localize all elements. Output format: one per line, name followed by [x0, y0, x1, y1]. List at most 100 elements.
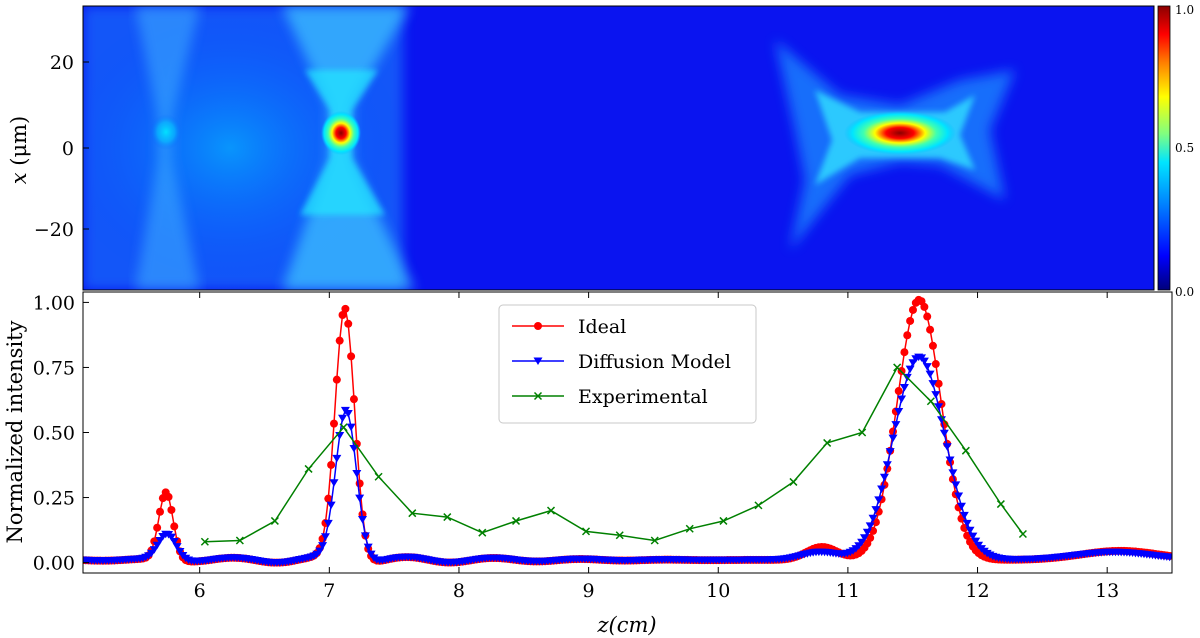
- heatmap-y-ticks: 20 0 −20: [34, 52, 89, 241]
- data-point: [166, 533, 176, 542]
- data-point: [175, 547, 185, 556]
- data-point: [971, 537, 981, 546]
- data-point: [882, 461, 892, 469]
- data-point: [344, 319, 353, 328]
- data-point: [408, 509, 417, 518]
- data-point: [200, 537, 209, 546]
- legend: Ideal Diffusion Model Experimental: [498, 304, 757, 424]
- legend-marker-ideal: [534, 322, 542, 330]
- data-point: [341, 304, 350, 313]
- data-point: [922, 363, 932, 371]
- legend-marker-diffusion: [533, 357, 543, 365]
- data-point: [871, 506, 881, 514]
- data-point: [874, 496, 884, 504]
- data-point: [968, 532, 978, 541]
- data-point: [167, 505, 176, 514]
- data-point: [339, 423, 348, 432]
- data-point: [156, 507, 165, 516]
- data-point: [905, 365, 915, 374]
- data-point: [925, 370, 935, 379]
- colorbar-gradient: [1157, 5, 1171, 291]
- legend-box: [498, 304, 757, 424]
- data-point: [939, 429, 949, 438]
- data-point: [960, 523, 969, 532]
- data-point: [338, 414, 348, 423]
- x-tick-label: 11: [836, 580, 860, 602]
- y-tick-label: 0.00: [33, 553, 75, 575]
- data-point: [324, 494, 333, 503]
- data-point: [859, 534, 869, 542]
- line-series-group: [83, 295, 1172, 567]
- colorbar-tick-label: 0.0: [1175, 285, 1194, 299]
- line-y-ticks: 0.00 0.25 0.50 0.75 1.00: [33, 292, 89, 575]
- data-point: [172, 543, 182, 551]
- data-point: [893, 363, 902, 372]
- data-point: [888, 434, 898, 443]
- data-point: [685, 524, 694, 533]
- data-point: [1018, 529, 1027, 539]
- data-point: [349, 445, 359, 453]
- data-point: [581, 527, 591, 536]
- data-point: [343, 410, 353, 418]
- data-point: [996, 500, 1005, 509]
- data-point: [954, 492, 964, 501]
- data-point: [335, 336, 344, 345]
- data-point: [919, 357, 929, 366]
- data-point: [928, 380, 938, 388]
- data-point: [304, 464, 313, 473]
- x-tick-label: 6: [194, 580, 206, 602]
- data-point: [948, 469, 958, 477]
- data-point: [169, 537, 179, 546]
- data-point: [346, 423, 356, 432]
- data-point: [754, 501, 763, 510]
- line-xlabel: z(cm): [596, 613, 656, 637]
- data-point: [358, 515, 368, 524]
- data-point: [959, 511, 969, 520]
- data-point: [920, 302, 929, 311]
- heatmap-ytick-label: 20: [50, 52, 74, 74]
- data-point: [894, 387, 903, 396]
- data-point: [326, 501, 336, 510]
- data-point: [363, 543, 373, 552]
- data-point: [323, 519, 333, 528]
- data-point: [889, 427, 898, 436]
- data-point: [931, 360, 940, 369]
- heatmap-ylabel: x (μm): [7, 116, 31, 184]
- data-point: [885, 448, 895, 456]
- data-point: [546, 506, 556, 515]
- data-point: [899, 383, 909, 392]
- legend-entry-diffusion: Diffusion Model: [512, 351, 731, 373]
- data-point: [934, 379, 943, 388]
- data-point: [152, 541, 162, 550]
- data-point: [931, 391, 941, 399]
- data-point: [908, 305, 917, 314]
- data-point: [366, 550, 376, 559]
- line-panel: 6 7 8 9 10 11 12 13 0.000.250.500.751.00 z(cm) …: [3, 291, 1173, 637]
- data-point: [879, 473, 889, 482]
- x-tick-label: 13: [1095, 580, 1119, 602]
- data-point: [347, 352, 356, 361]
- data-point: [865, 522, 875, 530]
- colorbar: 1.0 0.5 0.0: [1157, 3, 1194, 299]
- data-point: [965, 526, 975, 535]
- data-point: [270, 516, 279, 525]
- data-point: [352, 470, 362, 478]
- x-tick-label: 7: [323, 580, 335, 602]
- legend-label-experimental: Experimental: [578, 386, 708, 408]
- data-point: [934, 403, 944, 411]
- x-tick-label: 12: [965, 580, 989, 602]
- legend-marker-experimental: [533, 391, 543, 401]
- data-point: [329, 479, 339, 487]
- data-point: [858, 428, 867, 437]
- y-tick-label: 0.25: [33, 488, 75, 510]
- data-point: [945, 456, 955, 465]
- heatmap-ytick-label: −20: [34, 219, 74, 241]
- data-point: [926, 325, 935, 334]
- data-point: [897, 395, 907, 403]
- heatmap-ytick-label: 0: [62, 138, 74, 160]
- x-tick-label: 8: [453, 580, 465, 602]
- data-point: [374, 472, 383, 481]
- data-point: [923, 312, 932, 321]
- heatmap-focus-3: [844, 111, 956, 155]
